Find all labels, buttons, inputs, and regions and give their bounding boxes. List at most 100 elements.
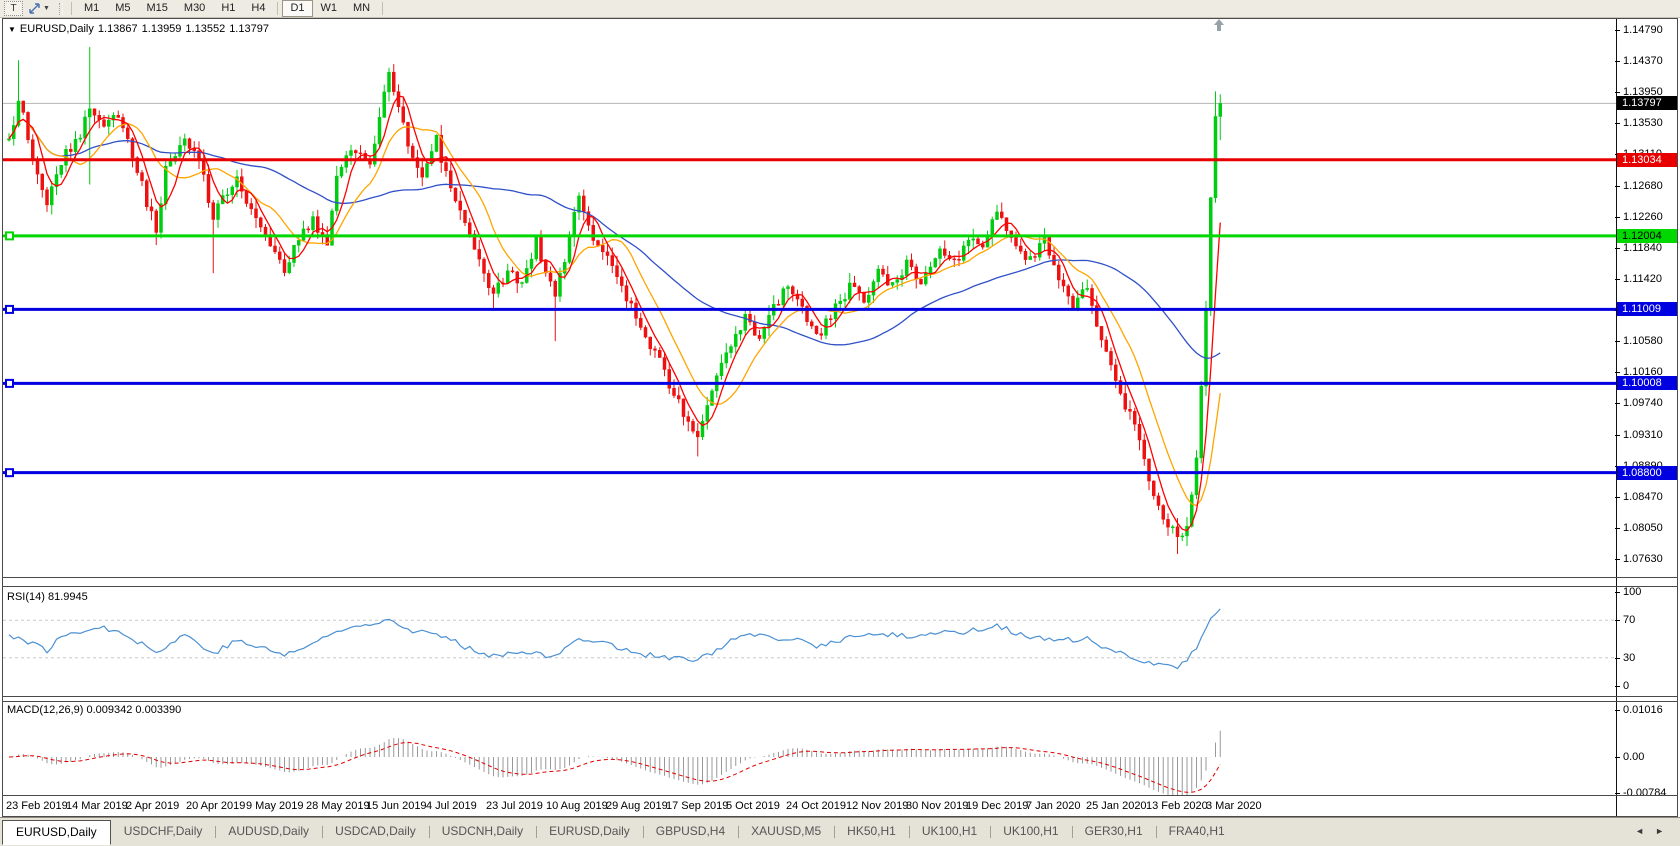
timeframe-button-m15[interactable]: M15 (146, 2, 168, 14)
timeframe-button-h4[interactable]: H4 (251, 2, 266, 14)
macd-tick: 0.00 (1614, 751, 1645, 763)
date-label: 29 Aug 2019 (606, 800, 668, 812)
timeframe-button-m30[interactable]: M30 (183, 2, 206, 14)
date-label: 23 Feb 2019 (6, 800, 68, 812)
text-tool-button[interactable]: T (4, 1, 23, 16)
chart-tab-ger30-h1[interactable]: GER30,H1 (1071, 820, 1156, 843)
timeframe-button-mn[interactable]: MN (353, 2, 371, 14)
date-label: 7 Jan 2020 (1026, 800, 1081, 812)
price-badge: 1.10008 (1617, 376, 1678, 391)
pane-separator-1[interactable] (2, 577, 1677, 578)
pane-separator-2b (2, 701, 1677, 702)
pane-splitter-1[interactable] (0, 578, 1680, 586)
date-label: 3 Mar 2020 (1206, 800, 1262, 812)
chart-frame-top (2, 18, 1678, 19)
price-axis-line (1616, 19, 1617, 816)
price-tick: 1.14370 (1615, 55, 1663, 68)
price-tick: 1.08050 (1615, 522, 1663, 535)
price-tick: 1.13950 (1615, 86, 1663, 99)
timeframe-button-m5[interactable]: M5 (115, 2, 131, 14)
toolbar-separator (70, 2, 72, 15)
macd-tick: -0.00784 (1614, 787, 1667, 800)
price-tick: 1.14790 (1615, 24, 1663, 36)
price-chart[interactable] (3, 19, 1616, 577)
price-tick: 1.12260 (1615, 210, 1663, 223)
timeframe-button-h1[interactable]: H1 (221, 2, 236, 14)
toolbar-separator (382, 2, 384, 15)
date-label: 30 Nov 2019 (906, 800, 969, 812)
toolbar-grip[interactable] (58, 2, 63, 15)
chart-tab-hk50-h1[interactable]: HK50,H1 (834, 820, 909, 843)
chart-frame-bottom (2, 816, 1678, 817)
price-close: 1.13797 (229, 23, 269, 35)
price-tick: 1.09310 (1615, 428, 1663, 441)
date-label: 10 Aug 2019 (546, 800, 608, 812)
price-tick: 1.12680 (1615, 179, 1663, 192)
date-label: 25 Jan 2020 (1086, 800, 1147, 812)
chart-tab-xauusd-m5[interactable]: XAUUSD,M5 (738, 820, 834, 843)
timeframe-button-m1[interactable]: M1 (83, 2, 100, 14)
price-high: 1.13959 (141, 23, 182, 35)
rsi-chart[interactable] (3, 587, 1616, 695)
chart-tab-usdchf-daily[interactable]: USDCHF,Daily (123, 824, 203, 838)
chart-tab-usdcnh-daily[interactable]: USDCNH,Daily (428, 820, 536, 843)
toolbar: T ▼ M1 M5 M15 M30 H1 H4 D1 W1 MN (0, 0, 1680, 18)
date-label: 12 Nov 2019 (846, 800, 909, 812)
chart-tab-eurusd-daily[interactable]: EURUSD,Daily (2, 820, 111, 845)
price-tick: 1.13530 (1615, 117, 1663, 130)
date-label: 24 Oct 2019 (786, 800, 846, 812)
timeframe-button-d1[interactable]: D1 (282, 0, 313, 17)
tab-scroll-left-icon[interactable]: ◄ (1635, 826, 1644, 836)
date-label: 4 Jul 2019 (426, 800, 477, 812)
chart-tab-eurusd-daily[interactable]: EURUSD,Daily (536, 820, 643, 843)
chart-tab-gbpusd-h4[interactable]: GBPUSD,H4 (642, 820, 738, 843)
date-label: 19 Dec 2019 (966, 800, 1029, 812)
timeframe-button-w1[interactable]: W1 (320, 2, 338, 14)
chart-tab-uk100-h1[interactable]: UK100,H1 (908, 820, 990, 843)
chart-symbol-period: EURUSD,Daily (19, 23, 94, 35)
macd-tick: 0.01016 (1615, 704, 1663, 717)
price-tick: 1.11840 (1615, 242, 1662, 254)
price-badge: 1.11009 (1617, 302, 1678, 317)
date-label: 15 Jun 2019 (366, 800, 427, 812)
rsi-tick: 100 (1614, 586, 1642, 598)
date-label: 28 May 2019 (306, 800, 370, 812)
chart-tab-uk100-h1[interactable]: UK100,H1 (990, 820, 1071, 843)
price-badge: 1.13797 (1617, 96, 1678, 111)
macd-chart[interactable] (3, 702, 1616, 795)
price-tick: 1.09740 (1615, 397, 1663, 410)
date-label: 2 Apr 2019 (126, 800, 180, 812)
chart-tab-bar: EURUSD,Daily USDCHF,Daily AUDUSD,Daily USDC… (0, 817, 1680, 846)
pane-separator-1b (2, 586, 1677, 587)
price-badge: 1.08800 (1617, 465, 1678, 480)
crosshair-tool-icon (29, 3, 40, 14)
price-tick: 1.11420 (1615, 273, 1662, 286)
price-tick: 1.10580 (1615, 335, 1663, 348)
date-label: 9 May 2019 (246, 800, 304, 812)
rsi-tick: 70 (1614, 614, 1636, 627)
date-label: 14 Mar 2019 (66, 800, 128, 812)
chevron-down-icon[interactable]: ▼ (43, 5, 50, 12)
tab-scroll-right-icon[interactable]: ► (1655, 826, 1664, 836)
pane-splitter-2[interactable] (0, 697, 1680, 701)
price-open: 1.13867 (97, 23, 138, 35)
chart-tab-usdcad-daily[interactable]: USDCAD,Daily (322, 820, 429, 843)
date-label: 5 Oct 2019 (726, 800, 780, 812)
date-label: 20 Apr 2019 (186, 800, 246, 812)
pane-separator-2[interactable] (2, 696, 1677, 697)
chart-title: ▼ EURUSD,Daily 1.13867 1.13959 1.13552 1… (8, 23, 269, 35)
cursor-tool-button[interactable]: ▼ (28, 2, 53, 15)
symbol-dropdown-icon[interactable]: ▼ (8, 24, 16, 34)
chart-frame-left (2, 18, 3, 816)
macd-label: MACD(12,26,9) 0.009342 0.003390 (7, 704, 182, 716)
toolbar-separator (277, 2, 279, 15)
price-low: 1.13552 (185, 23, 226, 35)
date-axis-line (2, 795, 1677, 796)
timeframe-group: M1 M5 M15 M30 H1 H4 D1 W1 MN (67, 0, 387, 17)
rsi-tick: 30 (1614, 651, 1636, 664)
chart-tab-audusd-daily[interactable]: AUDUSD,Daily (215, 820, 322, 843)
price-badge: 1.12004 (1617, 228, 1678, 243)
chart-tab-fra40-h1[interactable]: FRA40,H1 (1155, 820, 1238, 843)
chart-frame-right (1677, 18, 1678, 816)
